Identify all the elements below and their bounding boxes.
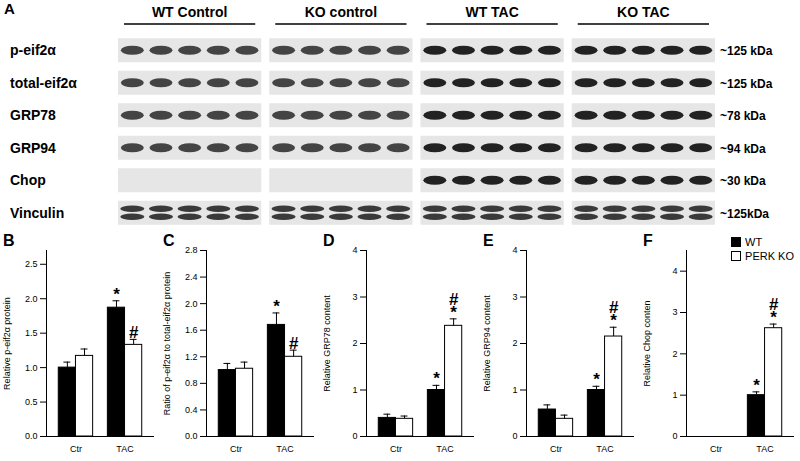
svg-text:2: 2 — [512, 338, 517, 348]
html-text:E: E — [483, 232, 494, 249]
svg-text:4: 4 — [512, 245, 517, 255]
svg-text:TAC: TAC — [276, 444, 294, 454]
svg-text:Relative Chop conten: Relative Chop conten — [642, 300, 652, 386]
svg-text:TAC: TAC — [756, 444, 774, 454]
svg-text:total-eif2α: total-eif2α — [10, 75, 77, 91]
svg-text:*: * — [113, 285, 120, 304]
svg-text:2: 2 — [672, 349, 677, 359]
svg-text:2.0: 2.0 — [25, 294, 38, 304]
svg-text:~125kDa: ~125kDa — [720, 207, 769, 221]
svg-text:Relative GRP78 content: Relative GRP78 content — [322, 295, 332, 392]
svg-text:#*: #* — [449, 290, 459, 322]
svg-text:4: 4 — [672, 266, 677, 276]
svg-text:0.5: 0.5 — [25, 397, 38, 407]
svg-text:Relative GRP94 content: Relative GRP94 content — [482, 295, 492, 392]
svg-text:KO control: KO control — [305, 4, 377, 20]
svg-text:2: 2 — [352, 338, 357, 348]
svg-text:GRP94: GRP94 — [10, 140, 56, 156]
svg-text:1: 1 — [672, 390, 677, 400]
svg-text:3: 3 — [512, 292, 517, 302]
html-text:B: B — [3, 232, 15, 249]
svg-text:1: 1 — [512, 385, 517, 395]
svg-text:0.0: 0.0 — [25, 431, 38, 441]
svg-text:0: 0 — [672, 431, 677, 441]
svg-text:0.0: 0.0 — [185, 431, 198, 441]
html-text:C: C — [163, 232, 175, 249]
svg-text:1.6: 1.6 — [185, 325, 198, 335]
svg-text:~94 kDa: ~94 kDa — [720, 142, 766, 156]
svg-text:1.2: 1.2 — [185, 352, 198, 362]
svg-text:*: * — [433, 369, 440, 388]
svg-text:Ctr: Ctr — [710, 444, 722, 454]
svg-text:1: 1 — [352, 385, 357, 395]
svg-text:3: 3 — [352, 292, 357, 302]
svg-text:TAC: TAC — [436, 444, 454, 454]
svg-text:#: # — [289, 334, 299, 353]
svg-text:#: # — [129, 323, 139, 342]
html-text:WT: WT — [745, 236, 763, 248]
svg-text:0.8: 0.8 — [185, 378, 198, 388]
svg-text:0.4: 0.4 — [185, 405, 198, 415]
svg-text:A: A — [4, 0, 15, 17]
svg-text:TAC: TAC — [116, 444, 134, 454]
svg-text:Ratio of p-eif2α to total-eif2: Ratio of p-eif2α to total-eif2α protein — [162, 272, 172, 415]
svg-text:1.0: 1.0 — [25, 362, 38, 372]
svg-text:GRP78: GRP78 — [10, 107, 56, 123]
svg-text:Ctr: Ctr — [550, 444, 562, 454]
svg-text:Chop: Chop — [10, 172, 46, 188]
svg-text:*: * — [753, 376, 760, 395]
html-text:D: D — [323, 232, 335, 249]
svg-text:WT TAC: WT TAC — [465, 4, 518, 20]
html-text:PERK KO: PERK KO — [745, 250, 794, 262]
svg-text:3: 3 — [672, 307, 677, 317]
svg-text:2.0: 2.0 — [185, 299, 198, 309]
svg-text:*: * — [273, 297, 280, 316]
svg-text:~30 kDa: ~30 kDa — [720, 174, 766, 188]
svg-text:Ctr: Ctr — [70, 444, 82, 454]
svg-text:#*: #* — [609, 298, 619, 330]
svg-text:p-eif2α: p-eif2α — [10, 42, 56, 58]
svg-text:~125 kDa: ~125 kDa — [720, 44, 773, 58]
svg-text:#*: #* — [769, 295, 779, 327]
svg-text:4: 4 — [352, 245, 357, 255]
html-text:F: F — [643, 232, 653, 249]
svg-text:Vinculin: Vinculin — [10, 205, 64, 221]
svg-text:2.4: 2.4 — [185, 272, 198, 282]
svg-text:1.5: 1.5 — [25, 328, 38, 338]
svg-text:TAC: TAC — [596, 444, 614, 454]
svg-text:KO TAC: KO TAC — [617, 4, 670, 20]
svg-text:~78 kDa: ~78 kDa — [720, 109, 766, 123]
svg-text:Ctr: Ctr — [390, 444, 402, 454]
svg-text:WT Control: WT Control — [152, 4, 227, 20]
svg-text:*: * — [593, 370, 600, 389]
svg-text:~125 kDa: ~125 kDa — [720, 77, 773, 91]
svg-text:Relative p-eif2α protein: Relative p-eif2α protein — [2, 297, 12, 390]
svg-text:0: 0 — [352, 431, 357, 441]
svg-text:Ctr: Ctr — [230, 444, 242, 454]
svg-text:0: 0 — [512, 431, 517, 441]
svg-text:2.8: 2.8 — [185, 245, 198, 255]
svg-text:2.5: 2.5 — [25, 259, 38, 269]
